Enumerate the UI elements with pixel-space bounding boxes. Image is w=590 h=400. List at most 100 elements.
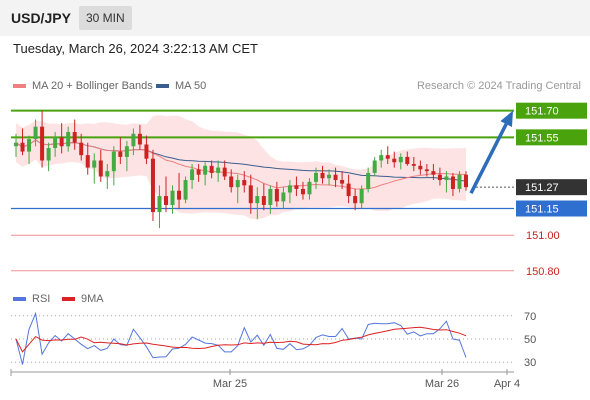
candle-body (274, 188, 279, 202)
legend-ma20: MA 20 + Bollinger Bands (13, 80, 153, 92)
legend-rsi: RSI (13, 293, 50, 305)
x-tick-label: Apr 4 (494, 378, 520, 390)
candle-body (437, 174, 442, 181)
x-tick-label: Mar 25 (213, 378, 247, 390)
candle-body (392, 158, 397, 163)
candle-body (242, 180, 247, 186)
candle-body (359, 188, 364, 204)
ma20-line (15, 139, 467, 190)
rsi-swatch (13, 297, 26, 301)
candle-body (105, 171, 110, 177)
candle-body (170, 190, 175, 205)
level-label-resistance: 151.55 (525, 132, 559, 144)
candle-body (411, 164, 416, 166)
candle-body (209, 165, 214, 173)
candle-body (118, 151, 123, 157)
candle-body (294, 185, 299, 189)
candle-body (85, 155, 90, 168)
level-box-resistance (516, 129, 587, 146)
candle-body (268, 188, 273, 205)
level-label-support: 151.00 (526, 230, 560, 242)
candle-body (196, 169, 201, 175)
datetime-label: Tuesday, March 26, 2024 3:22:13 AM CET (13, 41, 258, 56)
candle-body (300, 188, 305, 195)
ma9-swatch (62, 297, 75, 301)
candle-body (287, 185, 292, 193)
candle-body (144, 144, 149, 159)
credit-label: Research © 2024 Trading Central (416, 80, 581, 92)
candle-body (327, 174, 332, 179)
candle-body (164, 196, 168, 205)
candle-body (177, 190, 182, 200)
candle-body (79, 142, 84, 156)
candle-body (372, 160, 377, 173)
forecast-arrow-shaft (469, 123, 508, 194)
ma50-swatch (156, 84, 169, 88)
candle-body (398, 156, 403, 163)
candle-body (131, 133, 136, 147)
x-tick-label: Mar 26 (425, 378, 459, 390)
candle-body (346, 183, 351, 197)
candle-body (320, 172, 325, 179)
rsi-line (15, 311, 467, 365)
level-box-resistance (516, 102, 587, 119)
candle-body (183, 180, 188, 200)
level-box-pivot (516, 200, 587, 217)
level-label-resistance: 151.70 (525, 106, 559, 118)
candle-body (59, 137, 64, 147)
symbol-label: USD/JPY (11, 10, 71, 26)
candle-body (457, 174, 462, 189)
candle-body (307, 181, 312, 195)
candle-body (385, 155, 390, 159)
candle-body (66, 132, 71, 147)
header-bar: USD/JPY 30 MIN (0, 0, 590, 36)
candle-body (124, 146, 129, 157)
candle-body (40, 126, 45, 161)
candle-body (137, 133, 142, 145)
rsi-level-label: 50 (524, 334, 536, 346)
candle-body (235, 180, 240, 188)
rsi-ma-line (15, 326, 467, 353)
level-label-support: 150.80 (526, 266, 560, 278)
candle-body (222, 167, 227, 177)
rsi-level-label: 70 (524, 311, 536, 323)
legend-ma50: MA 50 (156, 80, 206, 92)
candle-body (405, 156, 410, 165)
candle-body (418, 165, 423, 170)
forecast-arrow-head (500, 110, 513, 127)
candle-body (216, 167, 221, 173)
candle-body (379, 155, 384, 161)
candle-body (72, 132, 77, 143)
candle-body (431, 171, 436, 175)
legend-ma50-label: MA 50 (175, 80, 207, 92)
candle-body (248, 185, 253, 204)
candle-body (424, 169, 429, 172)
candle-body (450, 176, 455, 189)
level-label-pivot: 151.15 (525, 204, 559, 216)
legend-9ma-label: 9MA (81, 293, 104, 305)
level-label-last: 151.27 (525, 182, 559, 194)
candles-group (14, 110, 468, 229)
level-box-last (516, 179, 587, 196)
candle-body (229, 176, 234, 188)
candle-body (150, 158, 155, 213)
candle-body (255, 196, 260, 204)
candle-body (98, 160, 103, 177)
rsi-level-label: 30 (524, 357, 536, 369)
candle-body (27, 139, 32, 152)
timeframe-button[interactable]: 30 MIN (79, 6, 132, 30)
candle-body (281, 192, 286, 202)
candle-body (366, 172, 371, 189)
candle-body (111, 151, 116, 172)
candle-body (20, 142, 25, 152)
candle-body (14, 142, 18, 147)
candle-body (92, 160, 97, 168)
candle-body (314, 172, 318, 182)
ma20-swatch (13, 84, 26, 88)
candle-body (33, 126, 38, 140)
candle-body (157, 196, 162, 213)
candle-body (333, 174, 338, 181)
legend-9ma: 9MA (62, 293, 104, 305)
bollinger-band (16, 115, 466, 220)
